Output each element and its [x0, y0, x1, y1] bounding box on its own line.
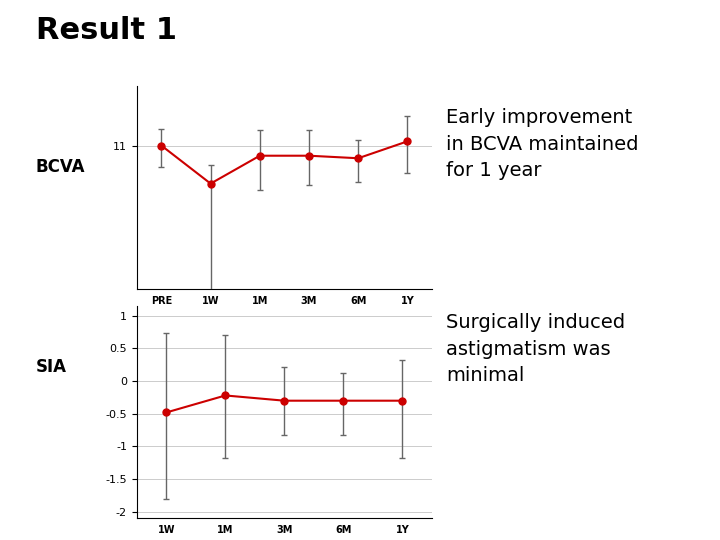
- Text: SIA: SIA: [36, 358, 67, 376]
- Text: Surgically induced
astigmatism was
minimal: Surgically induced astigmatism was minim…: [446, 313, 626, 385]
- Text: Early improvement
in BCVA maintained
for 1 year: Early improvement in BCVA maintained for…: [446, 108, 639, 180]
- Text: Result 1: Result 1: [36, 16, 177, 45]
- Text: BCVA: BCVA: [36, 158, 86, 177]
